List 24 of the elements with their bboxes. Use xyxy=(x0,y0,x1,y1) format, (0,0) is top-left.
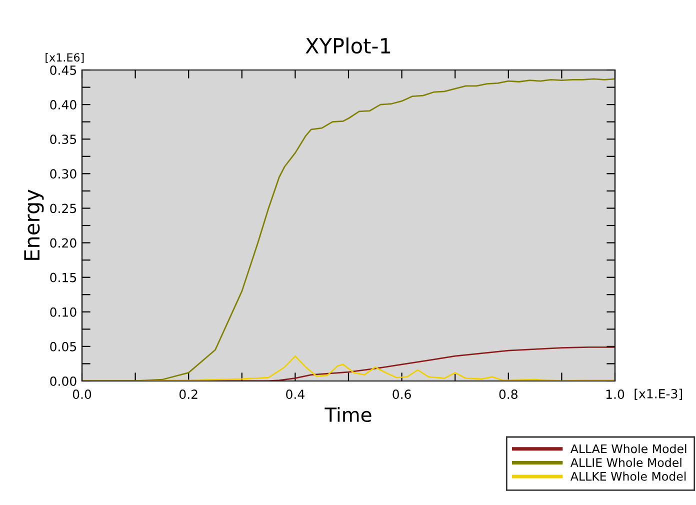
y-tick-label: 0.20 xyxy=(50,238,76,248)
y-tick-label: 0.25 xyxy=(50,204,76,214)
x-tick-label: 0.8 xyxy=(499,390,518,400)
chart-title: XYPlot-1 xyxy=(306,38,390,54)
y-axis-title: Energy xyxy=(24,190,44,260)
y-tick-label: 0.10 xyxy=(50,307,76,317)
text: [x1.E6] xyxy=(46,53,84,63)
legend-label: ALLIE Whole Model xyxy=(570,458,682,468)
text: [x1.E-3] xyxy=(634,388,682,400)
legend-label: ALLAE Whole Model xyxy=(570,444,686,454)
y-tick-label: 0.00 xyxy=(50,376,76,386)
x-tick-label: 0.0 xyxy=(72,390,92,400)
x-tick-label: 1.0 xyxy=(606,390,624,400)
y-tick-label: 0.05 xyxy=(50,342,76,352)
x-tick-label: 0.2 xyxy=(179,390,198,400)
y-tick-label: 0.15 xyxy=(50,272,76,282)
y-tick-label: 0.45 xyxy=(50,65,76,75)
y-tick-label: 0.40 xyxy=(50,100,76,110)
x-tick-label: 0.4 xyxy=(286,390,304,400)
x-tick-label: 0.6 xyxy=(392,390,411,400)
legend-label: ALLKE Whole Model xyxy=(570,472,686,481)
y-tick-label: 0.35 xyxy=(50,134,76,144)
x-axis-title: Time xyxy=(324,406,372,422)
y-tick-label: 0.30 xyxy=(50,169,76,179)
